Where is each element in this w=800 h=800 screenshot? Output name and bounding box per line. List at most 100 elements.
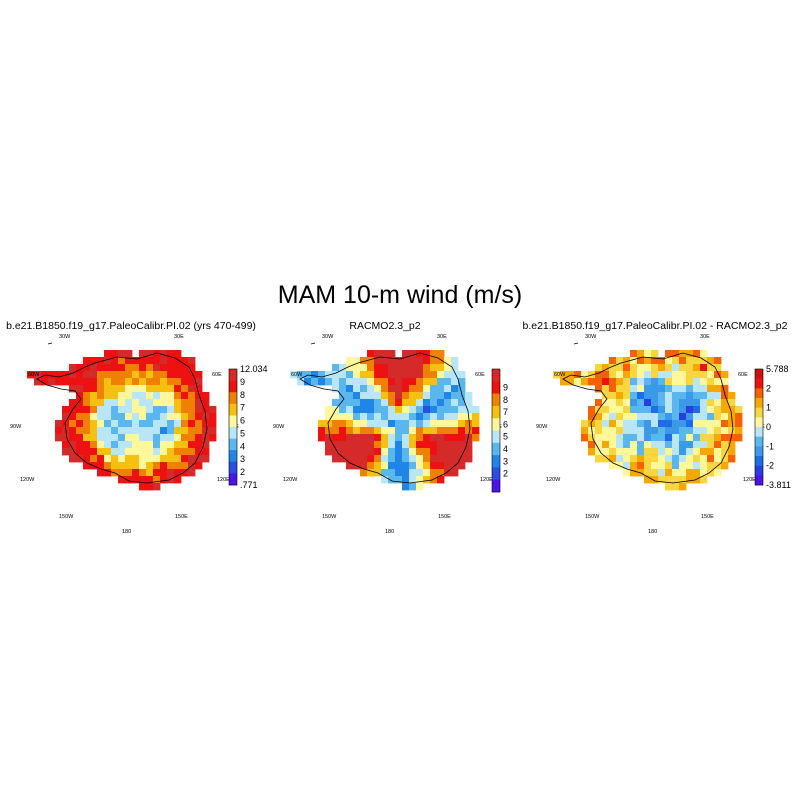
grid-cell	[90, 441, 98, 449]
grid-cell	[90, 434, 98, 442]
grid-cell	[430, 441, 438, 449]
grid-cell	[104, 392, 112, 400]
grid-cell	[104, 371, 112, 379]
grid-cell	[153, 413, 161, 421]
grid-cell	[700, 420, 708, 428]
grid-cell	[651, 420, 659, 428]
grid-cell	[174, 441, 182, 449]
grid-cell	[637, 406, 645, 414]
grid-cell	[609, 448, 617, 456]
grid-cell	[714, 392, 722, 400]
grid-cell	[451, 434, 459, 442]
grid-cell	[637, 385, 645, 393]
grid-cell	[437, 406, 445, 414]
grid-cell	[672, 392, 680, 400]
grid-cell	[360, 441, 368, 449]
grid-cell	[451, 406, 459, 414]
grid-cell	[104, 427, 112, 435]
grid-cell	[97, 455, 105, 463]
grid-cell	[125, 427, 133, 435]
grid-cell	[339, 420, 347, 428]
grid-cell	[644, 469, 652, 477]
grid-cell	[311, 378, 319, 386]
grid-cell	[125, 357, 133, 365]
grid-cell	[174, 357, 182, 365]
grid-cell	[62, 413, 70, 421]
grid-cell	[132, 406, 140, 414]
grid-cell	[167, 413, 175, 421]
colorbar-swatch	[492, 467, 500, 480]
grid-cell	[728, 448, 736, 456]
grid-cell	[160, 406, 168, 414]
colorbar-swatch	[229, 438, 237, 451]
grid-cell	[700, 385, 708, 393]
grid-cell	[381, 350, 389, 358]
grid-cell	[416, 399, 424, 407]
grid-cell	[83, 434, 91, 442]
grid-cell	[118, 413, 126, 421]
grid-cell	[367, 371, 375, 379]
grid-cell	[693, 455, 701, 463]
colorbar-label: 3	[240, 454, 245, 464]
grid-cell	[360, 462, 368, 470]
grid-cell	[174, 350, 182, 358]
grid-cell	[339, 364, 347, 372]
grid-cell	[595, 455, 603, 463]
grid-cell	[195, 378, 203, 386]
grid-cell	[644, 476, 652, 484]
grid-cell	[346, 413, 354, 421]
grid-cell	[714, 371, 722, 379]
grid-cell	[644, 350, 652, 358]
grid-cell	[451, 364, 459, 372]
grid-cell	[465, 455, 473, 463]
grid-cell	[346, 420, 354, 428]
grid-cell	[69, 441, 77, 449]
grid-cell	[181, 469, 189, 477]
grid-cell	[721, 455, 729, 463]
grid-cell	[630, 378, 638, 386]
longitude-label: 150E	[438, 514, 451, 520]
grid-cell	[402, 469, 410, 477]
grid-cell	[623, 364, 631, 372]
grid-cell	[353, 434, 361, 442]
grid-cell	[609, 371, 617, 379]
colorbar-swatch	[755, 407, 763, 418]
grid-cell	[651, 406, 659, 414]
grid-cell	[195, 420, 203, 428]
grid-cell	[595, 448, 603, 456]
grid-cell	[679, 406, 687, 414]
grid-cell	[700, 378, 708, 386]
colorbar-swatch	[755, 369, 763, 379]
grid-cell	[602, 420, 610, 428]
grid-cell	[167, 357, 175, 365]
grid-cell	[672, 427, 680, 435]
grid-cell	[167, 455, 175, 463]
grid-cell	[700, 371, 708, 379]
grid-cell	[153, 434, 161, 442]
grid-cell	[97, 385, 105, 393]
map-panel-1: 30W30E60W60E90W90E120W120E150W150E180	[10, 334, 239, 535]
longitude-label: 120E	[743, 477, 756, 483]
colorbar-swatch	[755, 427, 763, 437]
grid-cell	[465, 448, 473, 456]
colorbar-swatch	[755, 465, 763, 476]
grid-cell	[721, 371, 729, 379]
grid-cell	[409, 434, 417, 442]
grid-cell	[700, 364, 708, 372]
grid-cell	[679, 483, 687, 491]
grid-cell	[139, 350, 147, 358]
grid-cell	[658, 462, 666, 470]
grid-cell	[721, 378, 729, 386]
grid-cell	[644, 399, 652, 407]
colorbar-swatch	[229, 369, 237, 381]
grid-cell	[651, 434, 659, 442]
grid-cell	[437, 364, 445, 372]
grid-cell	[416, 406, 424, 414]
grid-cell	[423, 434, 431, 442]
grid-cell	[693, 385, 701, 393]
grid-cell	[188, 371, 196, 379]
grid-cell	[721, 420, 729, 428]
grid-cell	[360, 364, 368, 372]
grid-cell	[644, 434, 652, 442]
grid-cell	[353, 427, 361, 435]
